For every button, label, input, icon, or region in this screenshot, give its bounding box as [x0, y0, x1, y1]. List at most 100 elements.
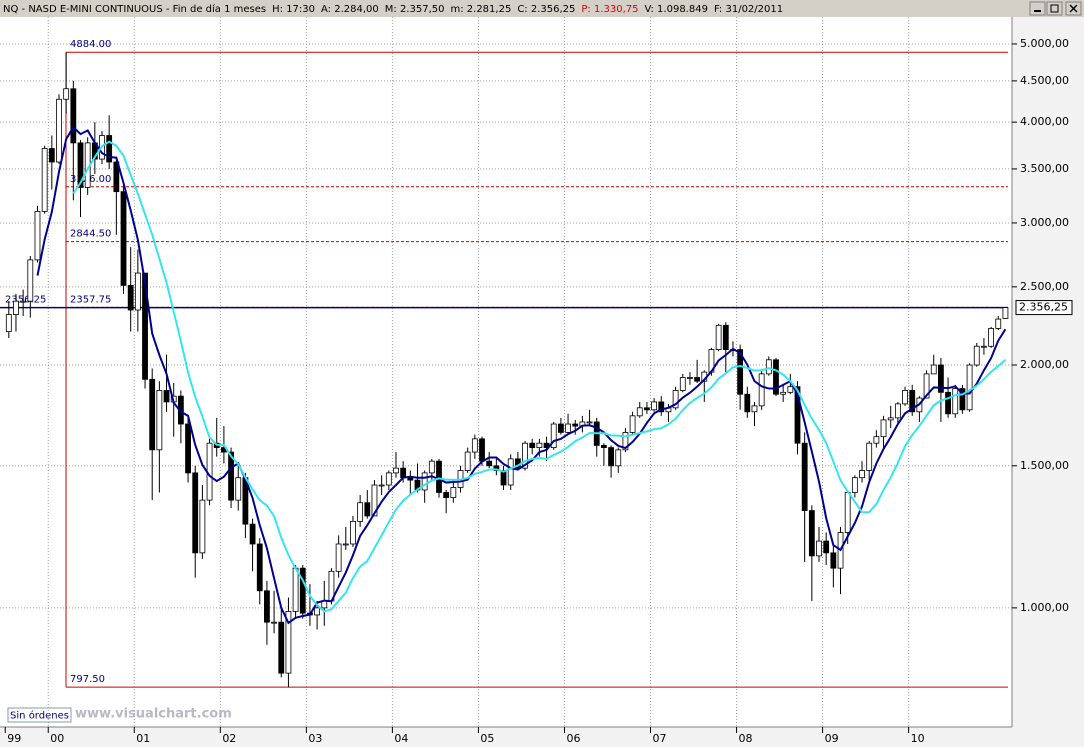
header-text: NQ - NASD E-MINI CONTINUOUS - Fin de día… [3, 3, 783, 15]
level-label: 2844.50 [70, 229, 111, 240]
candle-body [816, 540, 822, 557]
candle-body [945, 391, 951, 415]
candle-body [952, 388, 959, 415]
candle-body [773, 359, 779, 395]
candle-body [378, 484, 385, 487]
candle-body [608, 447, 614, 467]
minimize-button[interactable] [1029, 1, 1046, 16]
candle-body [400, 467, 407, 479]
candle-body [909, 390, 916, 413]
header-item: V: 1.098.849 [644, 4, 707, 15]
candle-body [500, 470, 507, 486]
level-label: 2357.75 [70, 294, 111, 305]
header-item: P: 1.330,75 [581, 4, 638, 15]
candle-body [694, 377, 701, 382]
y-tick-label: 4.000,00 [1020, 115, 1069, 128]
x-tick-label: 10 [911, 732, 925, 745]
candle-body [292, 567, 299, 612]
header-bar [0, 0, 1084, 17]
level-label: 4884.00 [70, 39, 111, 50]
candle-body [371, 484, 378, 517]
candle-body [565, 423, 571, 433]
candle-body [113, 161, 120, 193]
candle-body [13, 300, 19, 315]
candle-body [636, 407, 643, 417]
candle-body [70, 88, 77, 144]
y-tick-label: 1.500,00 [1020, 459, 1069, 472]
candle-body [507, 458, 514, 486]
candle-body [859, 470, 865, 479]
y-tick-label: 3.000,00 [1020, 216, 1069, 229]
candle-body [163, 390, 170, 403]
candle-body [758, 373, 765, 407]
candle-body [894, 403, 901, 419]
level-label: 3326.00 [70, 174, 111, 185]
grid [0, 17, 1012, 727]
candle-body [873, 436, 880, 444]
candle-body [536, 442, 543, 449]
candle-body [823, 540, 830, 554]
candle-body [235, 477, 242, 501]
candle-body [1002, 307, 1009, 319]
candle-body [995, 318, 1002, 329]
orders-button-label: Sin órdenes [10, 710, 69, 722]
candle-body [443, 492, 450, 498]
maximize-icon [1050, 4, 1059, 13]
candle-body [522, 442, 528, 469]
candle-body [679, 377, 686, 391]
x-tick-label: 99 [7, 732, 21, 745]
candle-body [973, 345, 980, 366]
last-price-axis-label: 2.356,25 [1019, 301, 1068, 314]
y-tick-label: 1.000,00 [1020, 601, 1069, 614]
candle-body [687, 377, 693, 379]
candle-body [658, 401, 665, 413]
candle-body [335, 543, 342, 572]
candle-body [342, 543, 349, 546]
candle-body [357, 502, 364, 522]
y-axis-panel [1012, 17, 1084, 727]
candle-body [851, 477, 858, 493]
x-tick-label: 08 [739, 732, 753, 745]
x-tick-label: 01 [136, 732, 150, 745]
watermark: www.visualchart.com [75, 707, 232, 722]
candle-body [751, 405, 758, 413]
x-tick-label: 06 [566, 732, 580, 745]
y-tick-label: 3.500,00 [1020, 162, 1069, 175]
x-tick-label: 02 [222, 732, 236, 745]
candle-body [722, 324, 729, 350]
candle-body [120, 191, 127, 286]
candle-body [464, 451, 471, 471]
close-icon [1069, 4, 1078, 13]
candle-body [794, 386, 801, 444]
candle-body [185, 423, 191, 474]
candle-body [844, 492, 851, 533]
last-price-box [1015, 300, 1073, 316]
x-tick-label: 04 [394, 732, 408, 745]
candle-body [156, 390, 163, 451]
candle-body [651, 401, 657, 411]
candle-body [63, 88, 70, 100]
candle-body [629, 415, 636, 433]
maximize-button[interactable] [1046, 1, 1063, 16]
average-line [72, 140, 1007, 613]
candle-body [228, 451, 234, 501]
candle-body [285, 610, 292, 674]
candle-body [149, 378, 156, 451]
header-item: C: 2.356,25 [517, 4, 575, 15]
candle-body [830, 552, 837, 569]
candle-body [20, 300, 27, 303]
x-tick-label: 07 [653, 732, 667, 745]
candle-body [350, 520, 356, 545]
orders-button[interactable] [7, 707, 72, 723]
candle-body [199, 499, 206, 554]
candle-body [34, 211, 41, 261]
candle-body [529, 442, 536, 449]
average-line [36, 125, 1007, 625]
candle-body [127, 285, 134, 311]
candle-body [744, 393, 751, 413]
candle-body [436, 460, 442, 493]
level-label: 797.50 [70, 674, 105, 685]
candle-body [106, 135, 113, 163]
candle-body [249, 523, 256, 545]
